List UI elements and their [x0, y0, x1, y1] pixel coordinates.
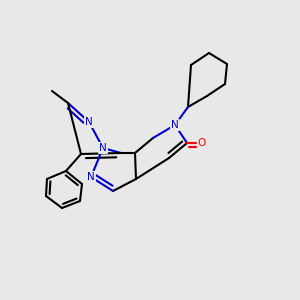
Text: O: O: [198, 138, 206, 148]
Text: N: N: [85, 117, 93, 127]
Text: N: N: [87, 172, 95, 182]
Text: N: N: [171, 120, 179, 130]
Text: N: N: [99, 143, 107, 153]
